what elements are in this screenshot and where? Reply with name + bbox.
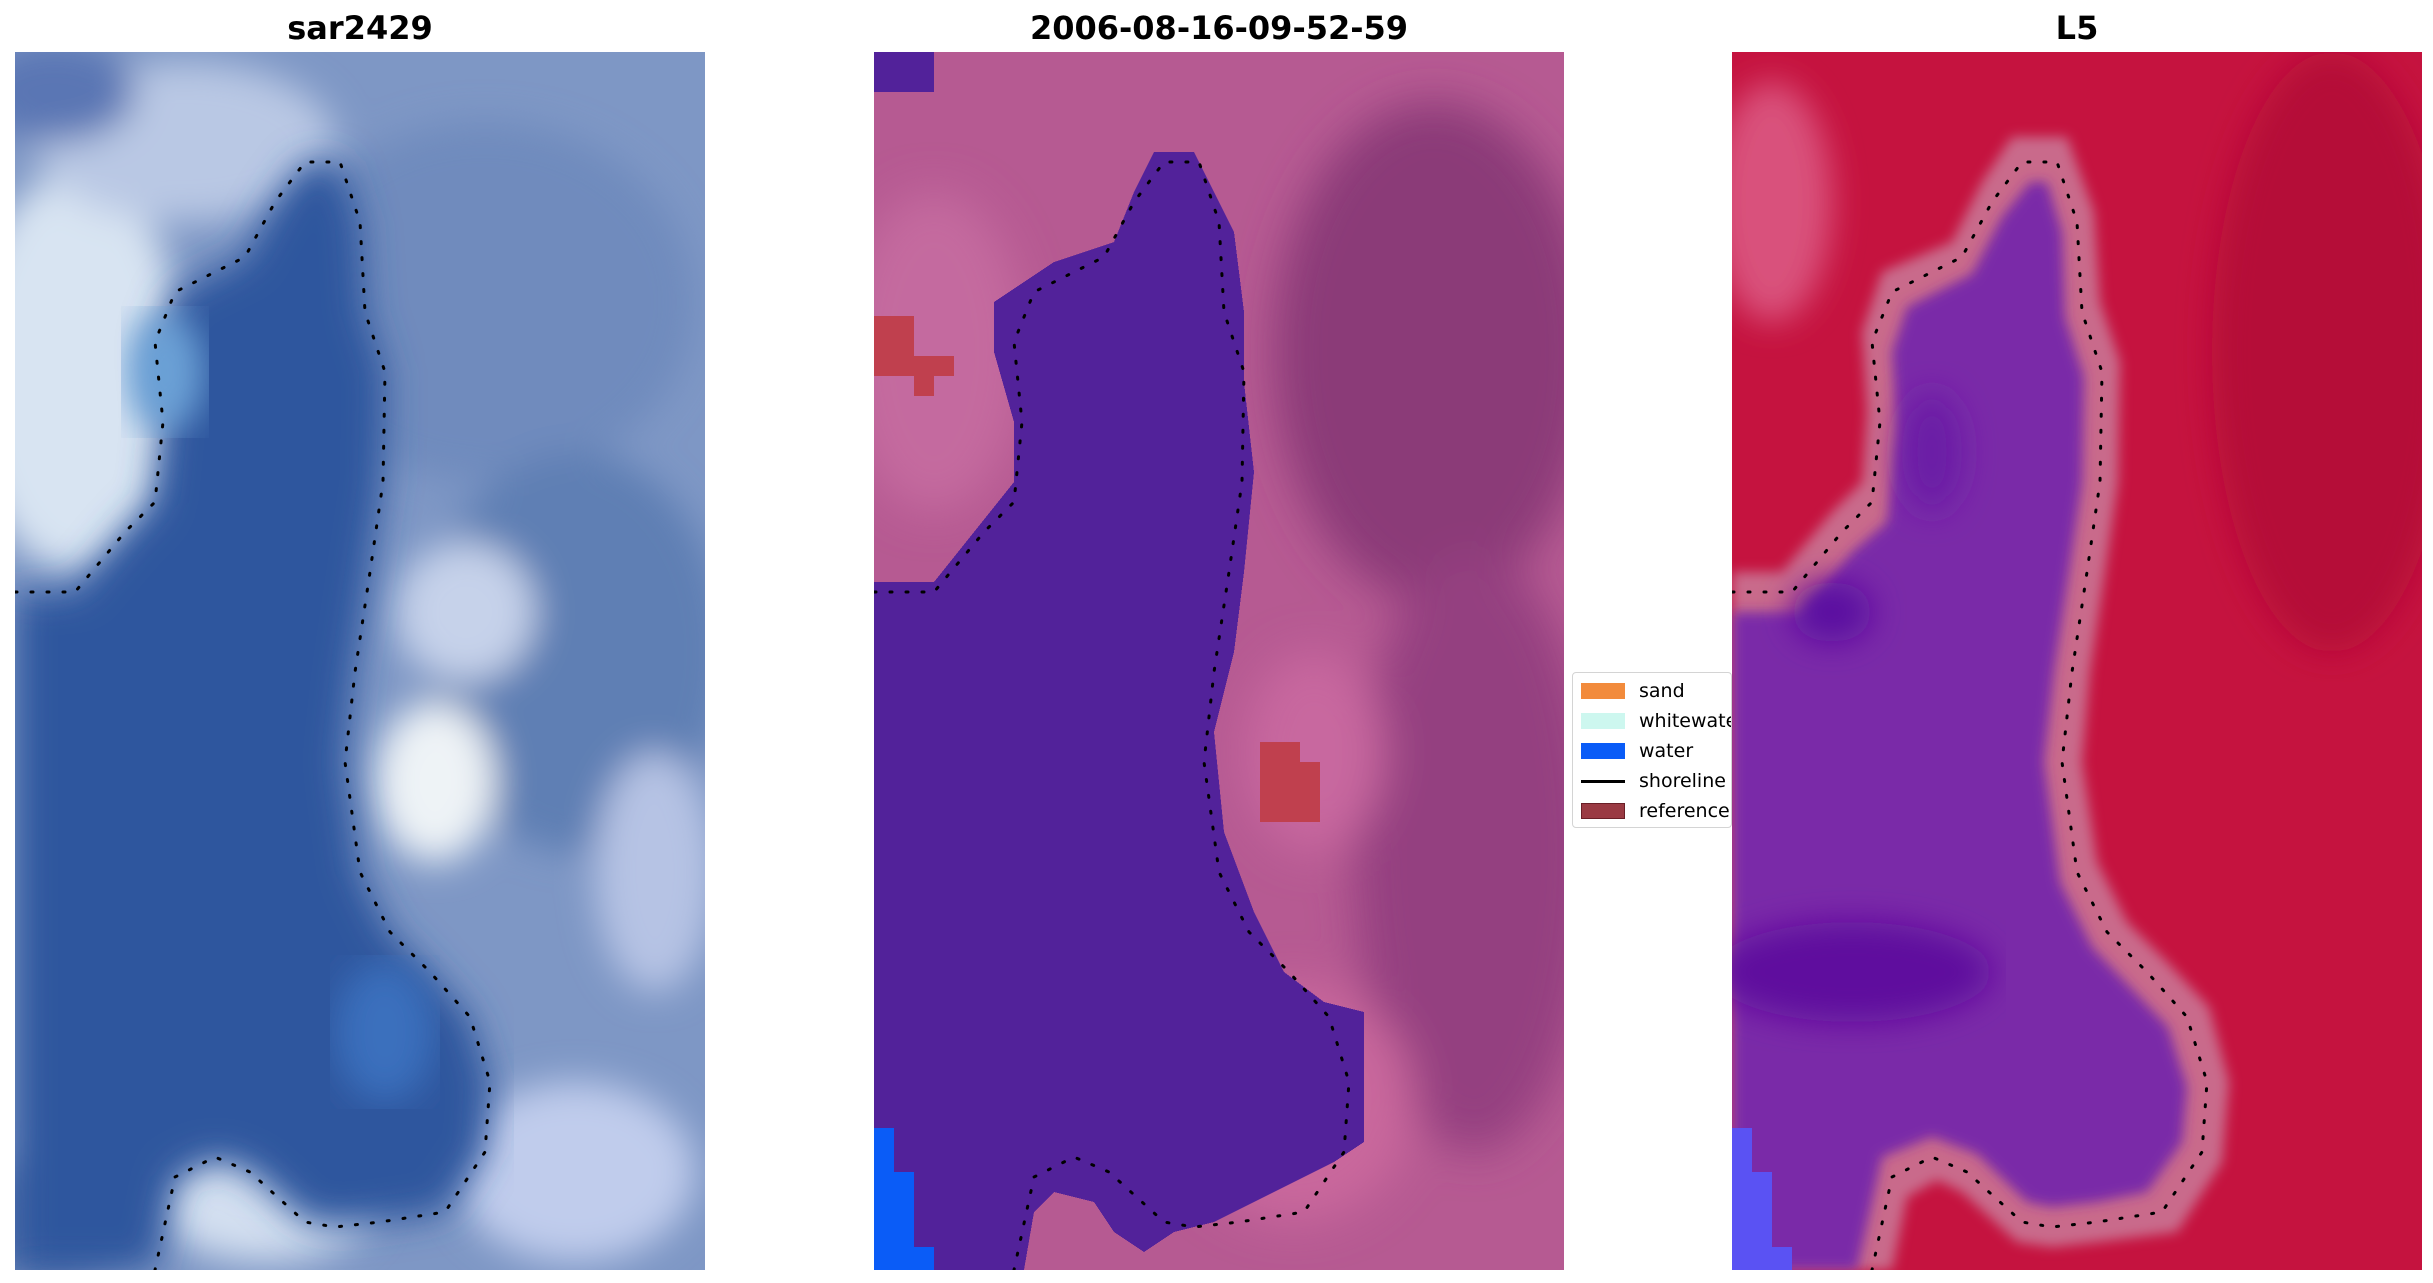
legend-label: water (1639, 740, 1694, 762)
legend-swatch-reference (1581, 803, 1625, 819)
water-pixels (874, 1128, 894, 1270)
panel-title-rgb: sar2429 (287, 9, 433, 47)
legend-item-reference: reference (1581, 799, 1730, 823)
legend-swatch-sand (1581, 683, 1625, 699)
rgb-shoreline (15, 160, 492, 1270)
reference-pixels-left (874, 316, 914, 356)
rgb-texture (15, 52, 705, 1270)
index-image-panel (1732, 52, 2422, 1270)
classified-image-panel (874, 52, 1564, 1270)
legend-item-water: water (1581, 739, 1693, 763)
legend-label: sand (1639, 680, 1685, 702)
panel-title-index: L5 (2055, 9, 2099, 47)
rgb-image-panel (15, 52, 705, 1270)
index-water-pixels (1732, 1128, 1752, 1270)
legend-item-whitewater: whitewater (1581, 709, 1731, 733)
legend: sand whitewater water shoreline referenc… (1572, 672, 1732, 828)
legend-swatch-water (1581, 743, 1625, 759)
legend-item-shoreline: shoreline (1581, 769, 1726, 793)
legend-swatch-shoreline (1581, 779, 1625, 783)
legend-swatch-whitewater (1581, 713, 1625, 729)
panel-title-classified: 2006-08-16-09-52-59 (1029, 9, 1409, 47)
classified-shoreline (874, 160, 1351, 1270)
index-shoreline (1732, 160, 2209, 1270)
legend-item-sand: sand (1581, 679, 1685, 703)
legend-label: whitewater (1639, 710, 1731, 732)
legend-label: reference (1639, 800, 1730, 822)
legend-label: shoreline (1639, 770, 1726, 792)
